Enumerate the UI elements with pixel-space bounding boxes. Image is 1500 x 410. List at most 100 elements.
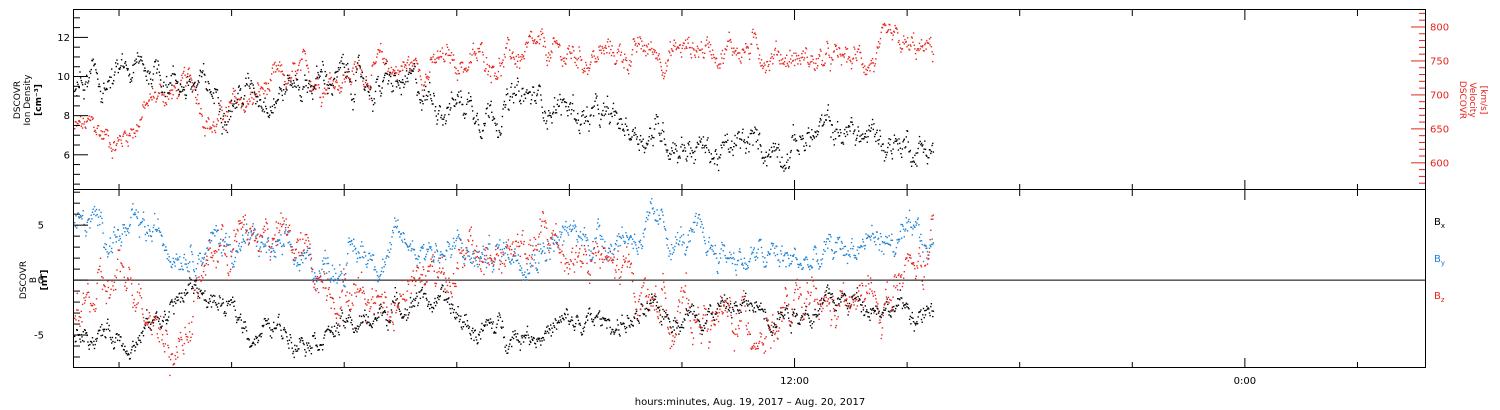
velocity-point — [214, 129, 216, 132]
by-point — [507, 256, 510, 259]
by-point — [484, 261, 486, 263]
velocity-point — [534, 39, 536, 41]
bx-point — [600, 325, 602, 327]
velocity-point — [641, 45, 644, 47]
by-point — [824, 250, 826, 252]
density-point — [655, 123, 657, 125]
by-point — [919, 240, 921, 242]
bx-point — [598, 310, 601, 312]
velocity-point — [680, 51, 682, 54]
density-point — [624, 134, 626, 136]
bx-point — [664, 316, 666, 318]
density-point — [865, 136, 867, 138]
bx-point — [490, 321, 492, 323]
by-point — [651, 208, 654, 210]
velocity-point — [517, 54, 519, 56]
velocity-point — [162, 101, 164, 103]
bx-point — [616, 319, 619, 321]
velocity-point — [269, 90, 271, 92]
bx-point — [704, 327, 706, 329]
velocity-point — [836, 54, 839, 57]
density-point — [340, 60, 342, 62]
bx-point — [438, 296, 441, 298]
by-point — [666, 244, 668, 246]
bx-point — [768, 326, 771, 329]
by-point — [345, 264, 348, 266]
bx-point — [585, 316, 588, 318]
bx-point — [656, 301, 658, 303]
density-point — [331, 94, 334, 96]
velocity-point — [282, 74, 285, 76]
bx-point — [767, 324, 769, 326]
density-point — [654, 118, 656, 120]
velocity-point — [362, 80, 364, 82]
density-point — [569, 103, 571, 105]
velocity-point — [556, 42, 558, 44]
by-point — [706, 251, 708, 253]
density-point — [893, 134, 896, 136]
density-point — [647, 143, 649, 145]
density-point — [650, 138, 652, 140]
density-point — [501, 115, 504, 118]
density-point — [646, 144, 648, 146]
velocity-point — [762, 65, 765, 68]
bx-point — [363, 315, 365, 318]
density-point — [681, 143, 683, 146]
by-point — [767, 251, 769, 253]
velocity-point — [631, 49, 634, 51]
velocity-point — [873, 65, 876, 67]
density-point — [479, 136, 482, 138]
bx-point — [504, 346, 506, 348]
density-point — [710, 153, 712, 155]
by-point — [392, 229, 394, 232]
by-point — [677, 243, 679, 245]
velocity-point — [764, 64, 766, 66]
bx-point — [577, 316, 579, 318]
by-point — [560, 233, 562, 236]
density-point — [719, 157, 721, 159]
by-point — [557, 236, 559, 238]
velocity-point — [91, 116, 93, 118]
velocity-point — [561, 59, 563, 61]
density-point — [346, 75, 348, 77]
velocity-point — [271, 67, 274, 69]
velocity-point — [546, 64, 549, 67]
bx-point — [416, 295, 418, 298]
density-point — [204, 81, 207, 83]
by-point — [604, 240, 606, 243]
velocity-point — [259, 88, 262, 90]
by-point — [177, 257, 179, 259]
velocity-point — [304, 53, 307, 55]
bx-point — [567, 313, 569, 316]
bx-point — [177, 299, 180, 301]
bx-point — [314, 337, 316, 340]
velocity-point — [685, 46, 687, 48]
by-point — [811, 267, 813, 269]
bx-point — [305, 351, 307, 353]
velocity-point — [636, 45, 638, 47]
velocity-point — [912, 41, 914, 43]
by-point — [750, 246, 752, 249]
by-point — [435, 245, 437, 247]
bx-point — [437, 295, 439, 297]
bx-point — [791, 322, 793, 324]
by-point — [575, 225, 577, 228]
velocity-point — [793, 64, 796, 67]
bx-point — [202, 292, 205, 294]
density-point — [321, 60, 324, 63]
bx-point — [772, 332, 774, 334]
velocity-point — [928, 42, 930, 44]
by-point — [815, 246, 817, 249]
density-point — [592, 106, 594, 108]
bx-point — [669, 321, 671, 323]
by-point — [302, 255, 305, 257]
velocity-point — [763, 62, 765, 64]
bx-point — [208, 302, 210, 304]
density-point — [277, 98, 279, 101]
by-point — [825, 241, 827, 243]
by-point — [341, 272, 343, 275]
by-point — [856, 258, 858, 260]
density-point — [262, 108, 264, 111]
velocity-point — [367, 84, 369, 87]
velocity-point — [901, 48, 904, 50]
